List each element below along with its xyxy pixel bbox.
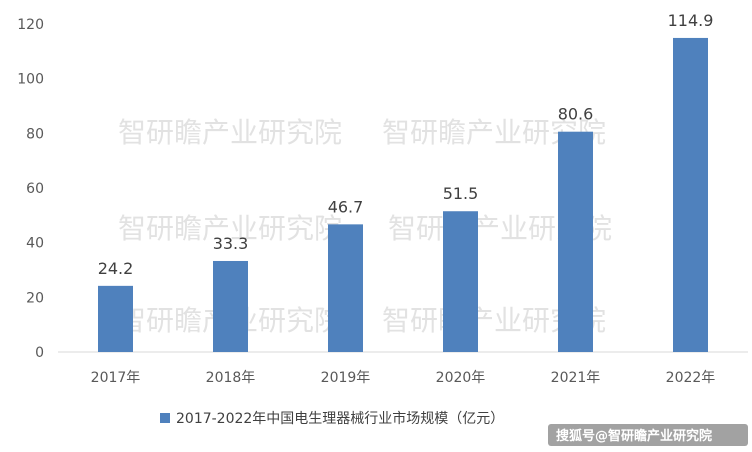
y-tick-label: 20 xyxy=(26,290,44,306)
x-tick-label: 2019年 xyxy=(321,370,371,386)
data-label: 33.3 xyxy=(213,234,249,253)
bar xyxy=(443,211,478,352)
bars-group xyxy=(98,37,708,352)
y-axis: 0 20 40 60 80 100 120 xyxy=(17,17,44,361)
data-label: 114.9 xyxy=(668,11,714,30)
watermark-layer: 智研瞻产业研究院 智研瞻产业研究院 智研瞻产业研究院 智研瞻产业研究院 智研瞻产… xyxy=(118,116,612,337)
x-tick-label: 2017年 xyxy=(91,370,141,386)
credit-background xyxy=(548,424,748,446)
data-label: 51.5 xyxy=(443,184,479,203)
watermark-text: 智研瞻产业研究院 xyxy=(118,212,342,245)
bar xyxy=(673,37,708,352)
y-tick-label: 40 xyxy=(26,236,44,252)
bar xyxy=(558,131,593,352)
data-label: 24.2 xyxy=(98,259,134,278)
x-tick-label: 2021年 xyxy=(551,370,601,386)
bar xyxy=(328,224,363,352)
y-tick-label: 60 xyxy=(26,181,44,197)
legend-swatch xyxy=(160,413,170,423)
x-tick-label: 2022年 xyxy=(666,370,716,386)
bar xyxy=(98,285,133,352)
x-tick-label: 2020年 xyxy=(436,370,486,386)
watermark-text: 智研瞻产业研究院 xyxy=(118,116,342,149)
data-label: 80.6 xyxy=(558,105,594,124)
y-tick-label: 80 xyxy=(26,126,44,142)
y-tick-label: 100 xyxy=(17,72,44,88)
y-tick-label: 0 xyxy=(35,345,44,361)
data-labels-group: 24.2 33.3 46.7 51.5 80.6 114.9 xyxy=(98,11,714,278)
bar xyxy=(213,260,248,352)
legend-label: 2017-2022年中国电生理器械行业市场规模（亿元） xyxy=(176,410,504,427)
y-tick-label: 120 xyxy=(17,17,44,33)
legend: 2017-2022年中国电生理器械行业市场规模（亿元） xyxy=(160,410,504,427)
x-tick-label: 2018年 xyxy=(206,370,256,386)
data-label: 46.7 xyxy=(328,197,364,216)
x-axis-ticks: 2017年 2018年 2019年 2020年 2021年 2022年 xyxy=(91,370,716,386)
source-credit: 搜狐号@智研瞻产业研究院 xyxy=(548,424,748,446)
credit-text: 搜狐号@智研瞻产业研究院 xyxy=(556,428,712,444)
